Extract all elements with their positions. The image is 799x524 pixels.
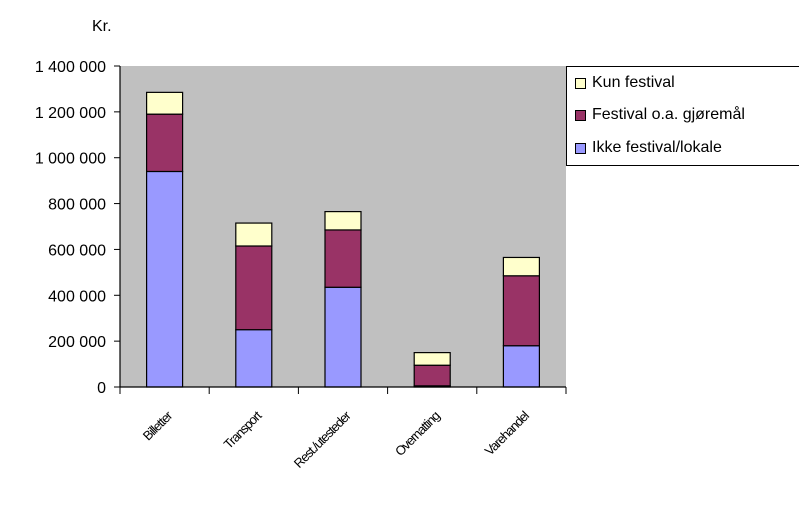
bar-segment-2-2 <box>235 245 273 331</box>
x-tick-label: Overnatting <box>392 408 443 459</box>
legend: Kun festival Festival o.a. gjøremål Ikke… <box>566 66 799 166</box>
x-tick-label: Varehandel <box>482 408 533 459</box>
x-tick-label: Transport <box>221 408 265 452</box>
x-tick-label: Rest./utesteder <box>291 407 355 471</box>
legend-label-ikke-festival: Ikke festival/lokale <box>592 139 722 156</box>
y-tick-label: 0 <box>97 380 106 397</box>
bar-segment-1-5 <box>502 345 540 388</box>
legend-swatch-festival-gjoremal <box>575 109 586 121</box>
bar-segment-1-3 <box>324 286 362 388</box>
y-tick-label: 1 000 000 <box>35 151 106 168</box>
y-tick-label: 800 000 <box>48 197 106 214</box>
bar-segment-2-1 <box>146 113 184 173</box>
legend-item-kun-festival: Kun festival <box>575 73 675 93</box>
bar-segment-2-5 <box>502 275 540 347</box>
bar-segment-3-5 <box>502 256 540 277</box>
bar-segment-2-4 <box>413 364 451 387</box>
bar-segment-2-3 <box>324 229 362 288</box>
legend-swatch-ikke-festival <box>575 142 586 154</box>
y-tick-label: 1 400 000 <box>35 59 106 76</box>
bar-segment-3-4 <box>413 352 451 366</box>
y-tick-label: 200 000 <box>48 334 106 351</box>
y-tick-label: 1 200 000 <box>35 105 106 122</box>
legend-item-ikke-festival: Ikke festival/lokale <box>575 138 722 158</box>
bar-segment-3-2 <box>235 222 273 247</box>
legend-swatch-kun-festival <box>575 77 586 89</box>
bar-segment-1-2 <box>235 329 273 388</box>
y-tick-label: 600 000 <box>48 242 106 259</box>
x-tick-label: Billetter <box>140 407 176 443</box>
legend-label-festival-gjoremal: Festival o.a. gjøremål <box>592 106 745 123</box>
bar-segment-3-3 <box>324 210 362 231</box>
y-axis-unit-label: Kr. <box>92 18 112 35</box>
y-tick-label: 400 000 <box>48 288 106 305</box>
legend-item-festival-gjoremal: Festival o.a. gjøremål <box>575 105 745 125</box>
legend-label-kun-festival: Kun festival <box>592 74 675 91</box>
bar-segment-3-1 <box>146 91 184 115</box>
bar-segment-1-1 <box>146 170 184 388</box>
